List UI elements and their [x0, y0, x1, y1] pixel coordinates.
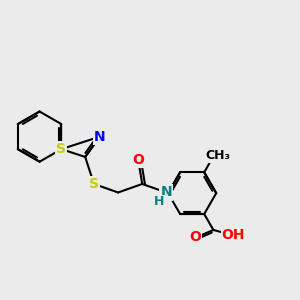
Text: S: S [89, 177, 99, 191]
Text: N: N [160, 185, 172, 200]
Text: S: S [56, 142, 66, 156]
Text: OH: OH [222, 228, 245, 242]
Text: O: O [189, 230, 201, 244]
Text: H: H [154, 195, 164, 208]
Text: CH₃: CH₃ [205, 149, 230, 162]
Text: O: O [132, 153, 144, 167]
Text: N: N [94, 130, 106, 144]
